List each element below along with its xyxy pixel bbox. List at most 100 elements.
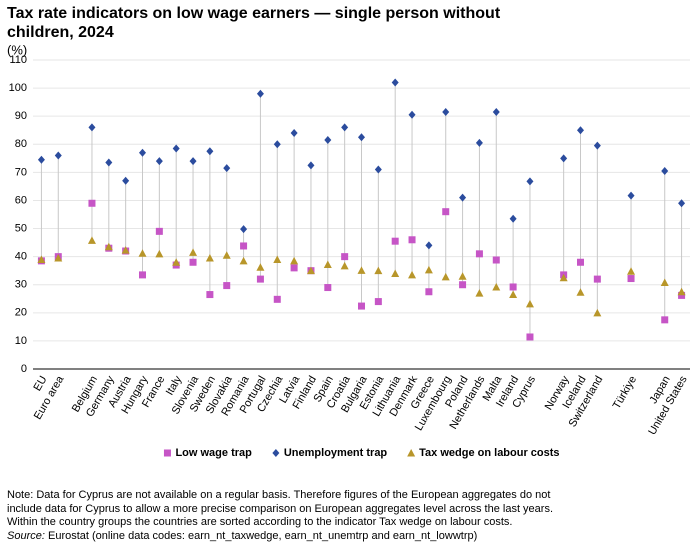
data-point xyxy=(408,110,416,119)
data-point xyxy=(223,282,231,290)
data-point xyxy=(273,140,281,149)
data-point xyxy=(408,236,416,244)
chart-title: Tax rate indicators on low wage earners … xyxy=(7,5,501,41)
data-point xyxy=(576,288,585,296)
y-tick-label: 80 xyxy=(15,138,27,150)
data-point xyxy=(509,214,517,223)
data-point xyxy=(256,89,264,98)
data-point xyxy=(88,199,96,207)
legend: Low wage trap Unemployment trap Tax wedge … xyxy=(175,447,559,459)
data-point xyxy=(425,288,433,296)
data-point xyxy=(475,138,483,147)
data-point xyxy=(559,273,568,282)
data-point xyxy=(442,107,450,116)
data-point xyxy=(458,272,467,280)
data-point xyxy=(122,176,130,185)
y-tick-label: 0 xyxy=(21,363,27,375)
legend-label: Low wage trap xyxy=(175,447,252,459)
data-point xyxy=(138,249,147,257)
legend-marker xyxy=(272,449,280,457)
data-point xyxy=(677,287,686,296)
data-point xyxy=(273,295,281,303)
data-point xyxy=(526,333,534,341)
y-tick-label: 40 xyxy=(15,251,27,263)
data-point xyxy=(206,291,214,299)
y-tick-label: 90 xyxy=(15,110,27,122)
data-point xyxy=(442,208,450,216)
data-point xyxy=(323,260,332,269)
note-line: Note: Data for Cyprus are not available … xyxy=(7,489,551,501)
y-tick-label: 70 xyxy=(15,166,27,178)
data-point xyxy=(593,141,601,150)
data-point xyxy=(424,265,433,274)
y-tick-label: 50 xyxy=(15,222,27,234)
data-point xyxy=(374,298,382,306)
data-point xyxy=(222,251,231,259)
data-point xyxy=(189,248,198,256)
data-point xyxy=(206,147,214,156)
data-point xyxy=(54,151,62,160)
data-point xyxy=(240,225,248,234)
data-point xyxy=(341,123,349,132)
data-point xyxy=(155,157,163,166)
data-point xyxy=(358,133,365,142)
data-point xyxy=(306,266,315,275)
data-point xyxy=(593,308,602,317)
legend-marker xyxy=(407,449,416,457)
y-tick-label: 10 xyxy=(15,335,27,347)
notes: Note: Data for Cyprus are not available … xyxy=(7,489,553,543)
note-line: Within the country groups the countries … xyxy=(7,516,513,528)
data-point xyxy=(391,269,400,277)
data-point xyxy=(239,256,248,265)
data-point xyxy=(441,272,450,281)
data-point xyxy=(307,161,315,170)
data-point xyxy=(121,246,130,254)
data-point xyxy=(341,253,349,261)
data-point xyxy=(459,281,467,289)
data-point xyxy=(290,129,298,138)
x-tick-label: Türkiye xyxy=(611,374,639,411)
data-point xyxy=(324,284,332,292)
y-tick-label: 60 xyxy=(15,194,27,206)
data-point xyxy=(475,289,484,297)
data-point xyxy=(155,249,164,258)
data-point xyxy=(627,191,635,200)
data-point xyxy=(290,256,299,265)
data-point xyxy=(273,255,282,263)
source-label: Source: xyxy=(7,529,45,542)
data-point xyxy=(357,266,366,274)
data-point xyxy=(374,165,382,174)
data-point xyxy=(593,275,601,283)
data-point xyxy=(374,266,383,275)
data-point xyxy=(105,158,113,167)
data-point xyxy=(87,236,96,244)
legend-label: Unemployment trap xyxy=(284,447,388,459)
data-point xyxy=(475,250,483,258)
data-point xyxy=(37,155,45,164)
data-point xyxy=(256,263,265,271)
data-point xyxy=(189,157,197,166)
data-point xyxy=(172,258,181,266)
data-point xyxy=(172,144,180,153)
data-point xyxy=(661,316,669,324)
data-point xyxy=(509,283,517,291)
data-point xyxy=(425,241,433,250)
data-point xyxy=(525,299,534,308)
data-point xyxy=(526,177,534,186)
data-point xyxy=(509,290,518,299)
y-tick-label: 20 xyxy=(15,307,27,319)
data-point xyxy=(240,242,248,250)
data-point xyxy=(391,78,399,87)
data-point xyxy=(577,126,584,135)
data-point xyxy=(104,242,113,251)
y-tick-label: 110 xyxy=(9,54,27,66)
data-point xyxy=(324,136,332,145)
data-point xyxy=(340,261,349,270)
data-point xyxy=(492,107,500,116)
data-point xyxy=(54,254,63,262)
data-point xyxy=(577,258,584,266)
data-point xyxy=(37,255,46,263)
source: Source: Eurostat (online data codes: ear… xyxy=(7,530,553,544)
